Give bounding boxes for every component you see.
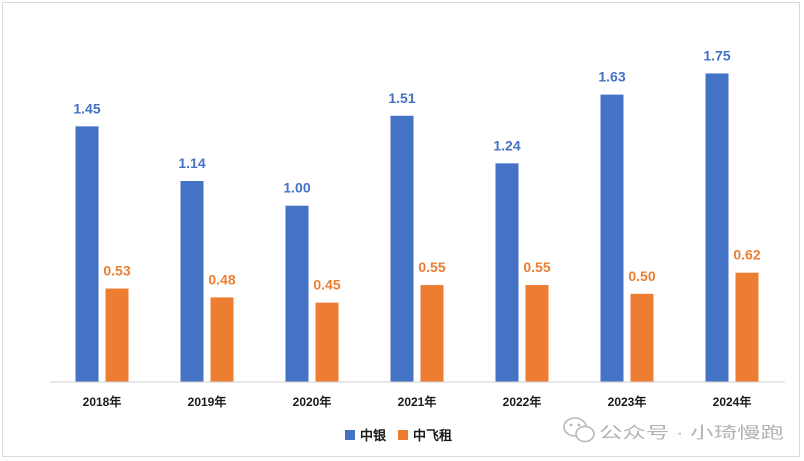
value-label-zhongfeizu-6: 0.62 — [733, 247, 760, 263]
x-tick-label-5: 2023年 — [608, 394, 647, 409]
bar-zhongyin-5 — [600, 94, 624, 383]
value-label-zhongfeizu-0: 0.53 — [103, 263, 130, 279]
value-label-zhongfeizu-2: 0.45 — [313, 277, 340, 293]
bar-zhongyin-3 — [390, 115, 414, 383]
bar-zhongfeizu-6 — [735, 272, 759, 382]
bar-zhongyin-2 — [285, 205, 309, 382]
value-label-zhongyin-6: 1.75 — [703, 47, 730, 63]
bar-zhongyin-6 — [705, 73, 729, 383]
legend-swatch-zhongfeizu — [398, 430, 408, 440]
value-label-zhongfeizu-4: 0.55 — [523, 259, 550, 275]
x-tick-label-6: 2024年 — [713, 394, 752, 409]
value-label-zhongfeizu-3: 0.55 — [418, 259, 445, 275]
x-tick-label-2: 2020年 — [293, 394, 332, 409]
value-label-zhongyin-2: 1.00 — [283, 180, 310, 196]
value-label-zhongyin-1: 1.14 — [178, 155, 205, 171]
x-tick-label-3: 2021年 — [398, 394, 437, 409]
watermark-text: 公众号 · 小琦慢跑 — [599, 424, 784, 442]
x-tick-labels: 2018年 2019年 2020年 2021年 2022年 2023年 2024年 — [83, 394, 752, 409]
bar-zhongyin-1 — [180, 181, 204, 382]
value-label-zhongyin-4: 1.24 — [493, 137, 520, 153]
x-tick-label-1: 2019年 — [188, 394, 227, 409]
value-labels-layer: 1.45 0.53 1.14 0.48 1.00 0.45 1.51 0.55 1.24 0.55… — [73, 47, 760, 292]
bars-layer — [75, 73, 759, 383]
bar-zhongfeizu-3 — [420, 285, 444, 382]
x-tick-label-4: 2022年 — [503, 394, 542, 409]
watermark: 公众号 · 小琦慢跑 — [563, 417, 784, 443]
bar-zhongfeizu-1 — [210, 297, 234, 382]
legend-swatch-zhongyin — [345, 430, 355, 440]
legend: 中银 中飞租 — [345, 428, 452, 443]
bar-zhongfeizu-5 — [630, 293, 654, 382]
bar-zhongfeizu-4 — [525, 285, 549, 382]
value-label-zhongfeizu-5: 0.50 — [628, 268, 655, 284]
value-label-zhongfeizu-1: 0.48 — [208, 271, 235, 287]
bar-zhongyin-0 — [75, 126, 99, 382]
wechat-icon — [563, 417, 595, 443]
legend-label-zhongyin: 中银 — [360, 428, 387, 443]
bar-zhongfeizu-0 — [105, 288, 129, 382]
bar-zhongfeizu-2 — [315, 302, 339, 382]
legend-label-zhongfeizu: 中飞租 — [413, 428, 452, 443]
value-label-zhongyin-3: 1.51 — [388, 90, 415, 106]
value-label-zhongyin-5: 1.63 — [598, 69, 625, 85]
bar-zhongyin-4 — [495, 163, 519, 382]
x-tick-label-0: 2018年 — [83, 394, 122, 409]
value-label-zhongyin-0: 1.45 — [73, 100, 100, 116]
